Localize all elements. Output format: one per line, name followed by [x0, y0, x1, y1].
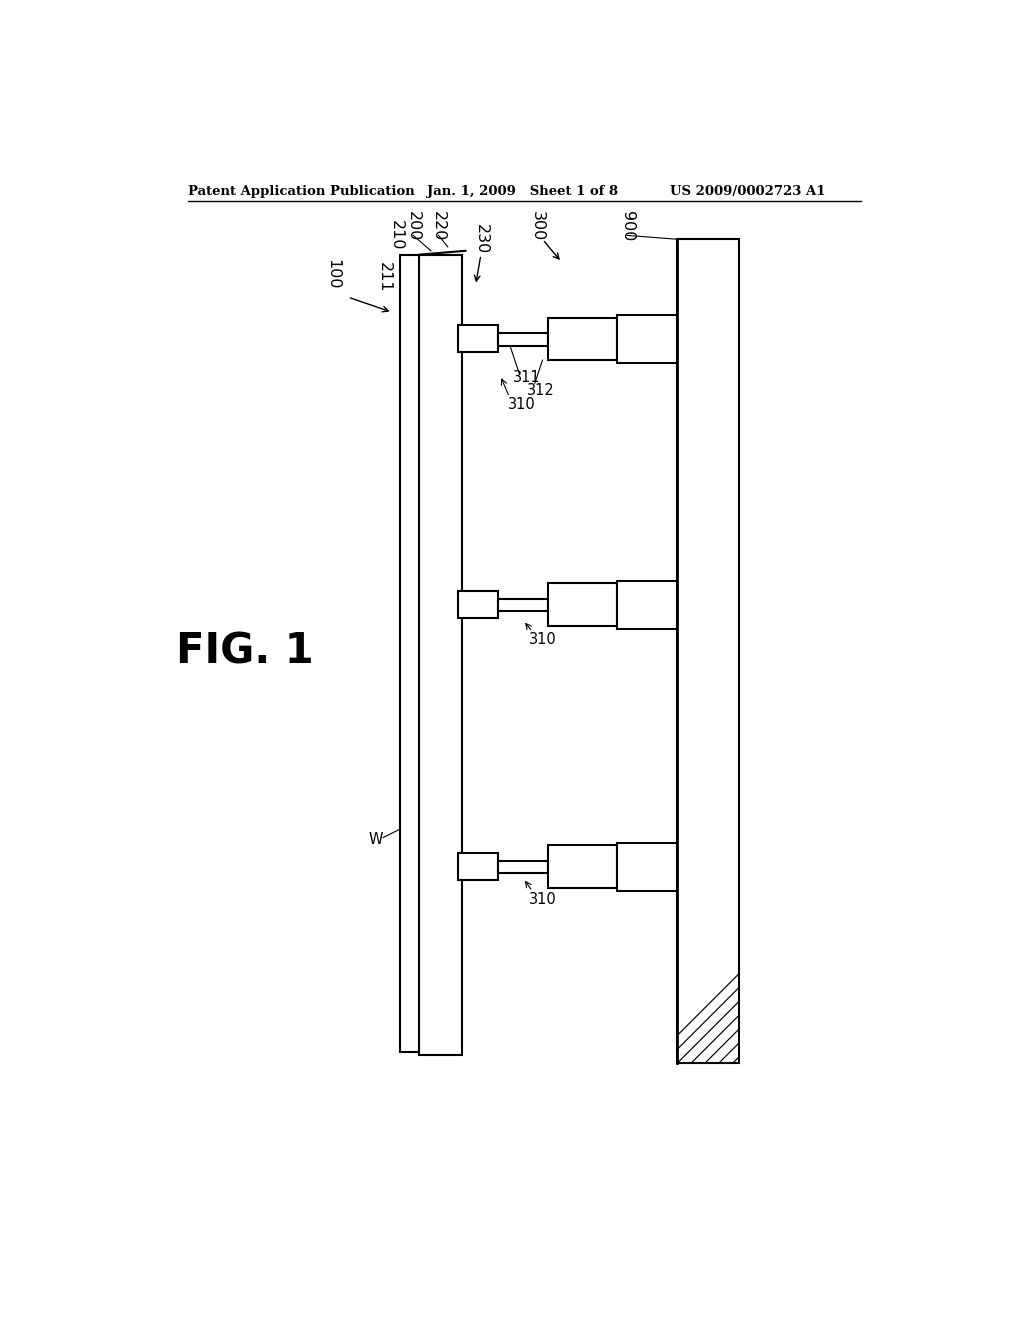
Bar [498, 599, 548, 611]
Text: W: W [369, 833, 383, 847]
Bar [458, 591, 498, 618]
Text: 311: 311 [512, 371, 540, 385]
Text: 200: 200 [406, 211, 421, 242]
Text: 312: 312 [527, 383, 555, 399]
Text: 300: 300 [529, 211, 545, 242]
Bar [400, 255, 419, 1052]
Bar [548, 583, 617, 626]
Bar [548, 318, 617, 360]
Text: FIG. 1: FIG. 1 [176, 630, 313, 672]
Bar [458, 853, 498, 880]
Text: 230: 230 [473, 224, 488, 255]
Bar [548, 845, 617, 887]
Text: 210: 210 [389, 220, 403, 251]
Text: 900: 900 [620, 211, 635, 242]
Bar [617, 581, 677, 628]
Bar [419, 255, 462, 1056]
Text: Patent Application Publication: Patent Application Publication [188, 185, 415, 198]
Bar [498, 333, 548, 346]
Bar [678, 240, 738, 1063]
Text: US 2009/0002723 A1: US 2009/0002723 A1 [670, 185, 825, 198]
Bar [617, 315, 677, 363]
Text: Jan. 1, 2009   Sheet 1 of 8: Jan. 1, 2009 Sheet 1 of 8 [427, 185, 618, 198]
Text: 310: 310 [529, 632, 557, 647]
Text: 310: 310 [508, 397, 536, 412]
Bar [458, 326, 498, 352]
Text: 220: 220 [431, 211, 446, 242]
Bar [498, 861, 548, 873]
Text: 100: 100 [325, 259, 340, 289]
Bar [677, 239, 739, 1063]
Text: 211: 211 [377, 263, 392, 293]
Bar [617, 843, 677, 891]
Bar [420, 256, 461, 1055]
Text: 310: 310 [529, 891, 557, 907]
